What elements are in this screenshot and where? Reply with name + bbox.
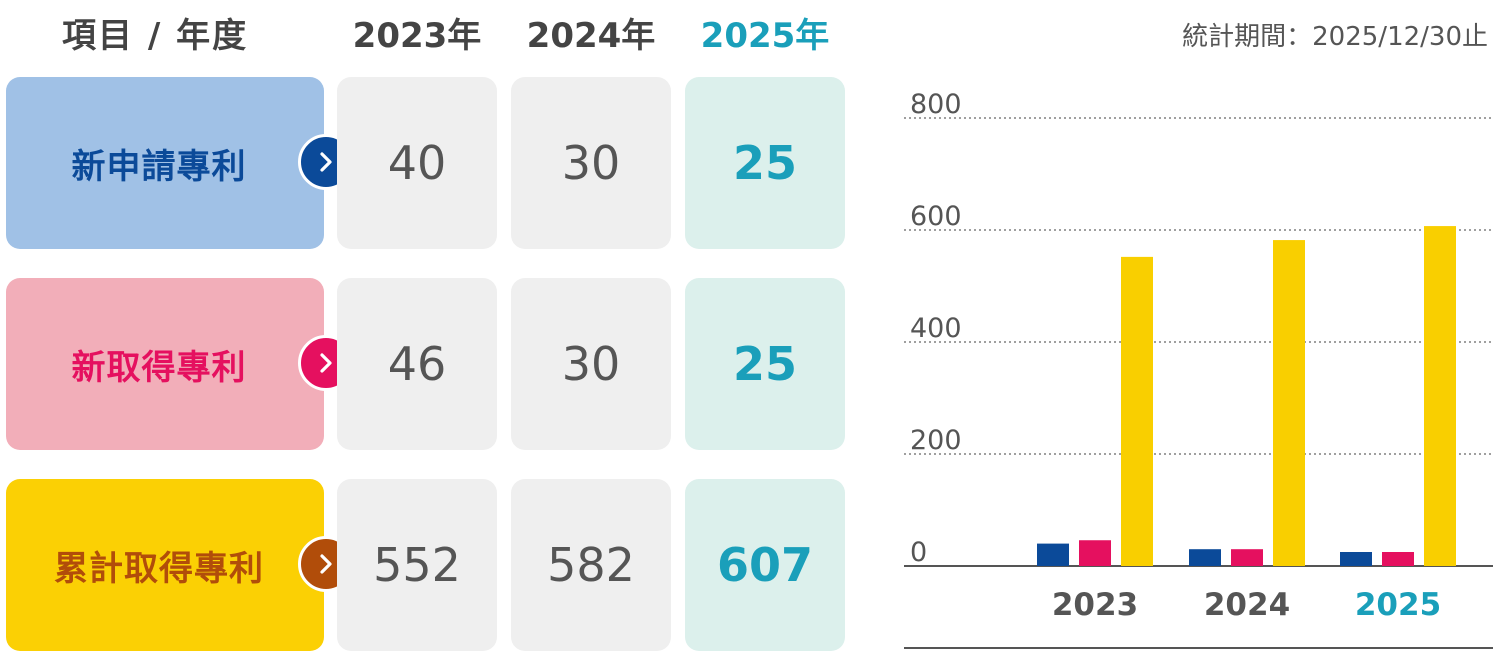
y-tick-label: 200 [910,425,962,456]
bar-2023-series-3 [1121,256,1153,566]
value-new-grants-2025: 25 [685,278,845,450]
header-year-2024: 2024年 [526,16,656,56]
y-tick-label: 800 [910,89,962,120]
bar-2023-series-1 [1037,543,1069,566]
row-new-grants-label: 新取得專利 [71,347,247,388]
value-new-grants-2024: 30 [511,278,671,450]
bar-2024-series-1 [1189,549,1221,566]
y-tick-label: 400 [910,313,962,344]
x-tick-label-2024: 2024 [1204,587,1290,623]
row-new-applications[interactable]: 新申請專利 [6,77,354,249]
header-year-2025: 2025年 [700,16,830,56]
y-tick-label: 0 [910,537,927,568]
header-item-label: 項目 / 年度 [62,16,249,56]
bar-2025-series-1 [1340,552,1372,566]
statistics-period: 統計期間：2025/12/30止 [1182,22,1488,52]
bar-2025-series-2 [1382,552,1414,566]
x-tick-label-2025: 2025 [1355,587,1441,623]
patent-bar-chart: 0 200 400 600 800 2023 2024 2025 [904,89,1493,649]
row-cumulative-grants[interactable]: 累計取得專利 [6,479,354,651]
y-tick-label: 600 [910,201,962,232]
value-new-grants-2023: 46 [337,278,497,450]
value-new-applications-2024: 30 [511,77,671,249]
bar-2023-series-2 [1079,540,1111,566]
row-new-applications-label: 新申請專利 [71,146,247,187]
bar-2024-series-3 [1273,240,1305,566]
header-year-2023: 2023年 [352,16,482,56]
value-new-applications-2023: 40 [337,77,497,249]
row-cumulative-grants-label: 累計取得專利 [54,548,264,589]
value-cumulative-grants-2025: 607 [685,479,845,651]
value-cumulative-grants-2023: 552 [337,479,497,651]
row-new-grants[interactable]: 新取得專利 [6,278,354,450]
x-tick-label-2023: 2023 [1052,587,1138,623]
value-cumulative-grants-2024: 582 [511,479,671,651]
bar-2025-series-3 [1424,226,1456,566]
bar-2024-series-2 [1231,549,1263,566]
value-new-applications-2025: 25 [685,77,845,249]
